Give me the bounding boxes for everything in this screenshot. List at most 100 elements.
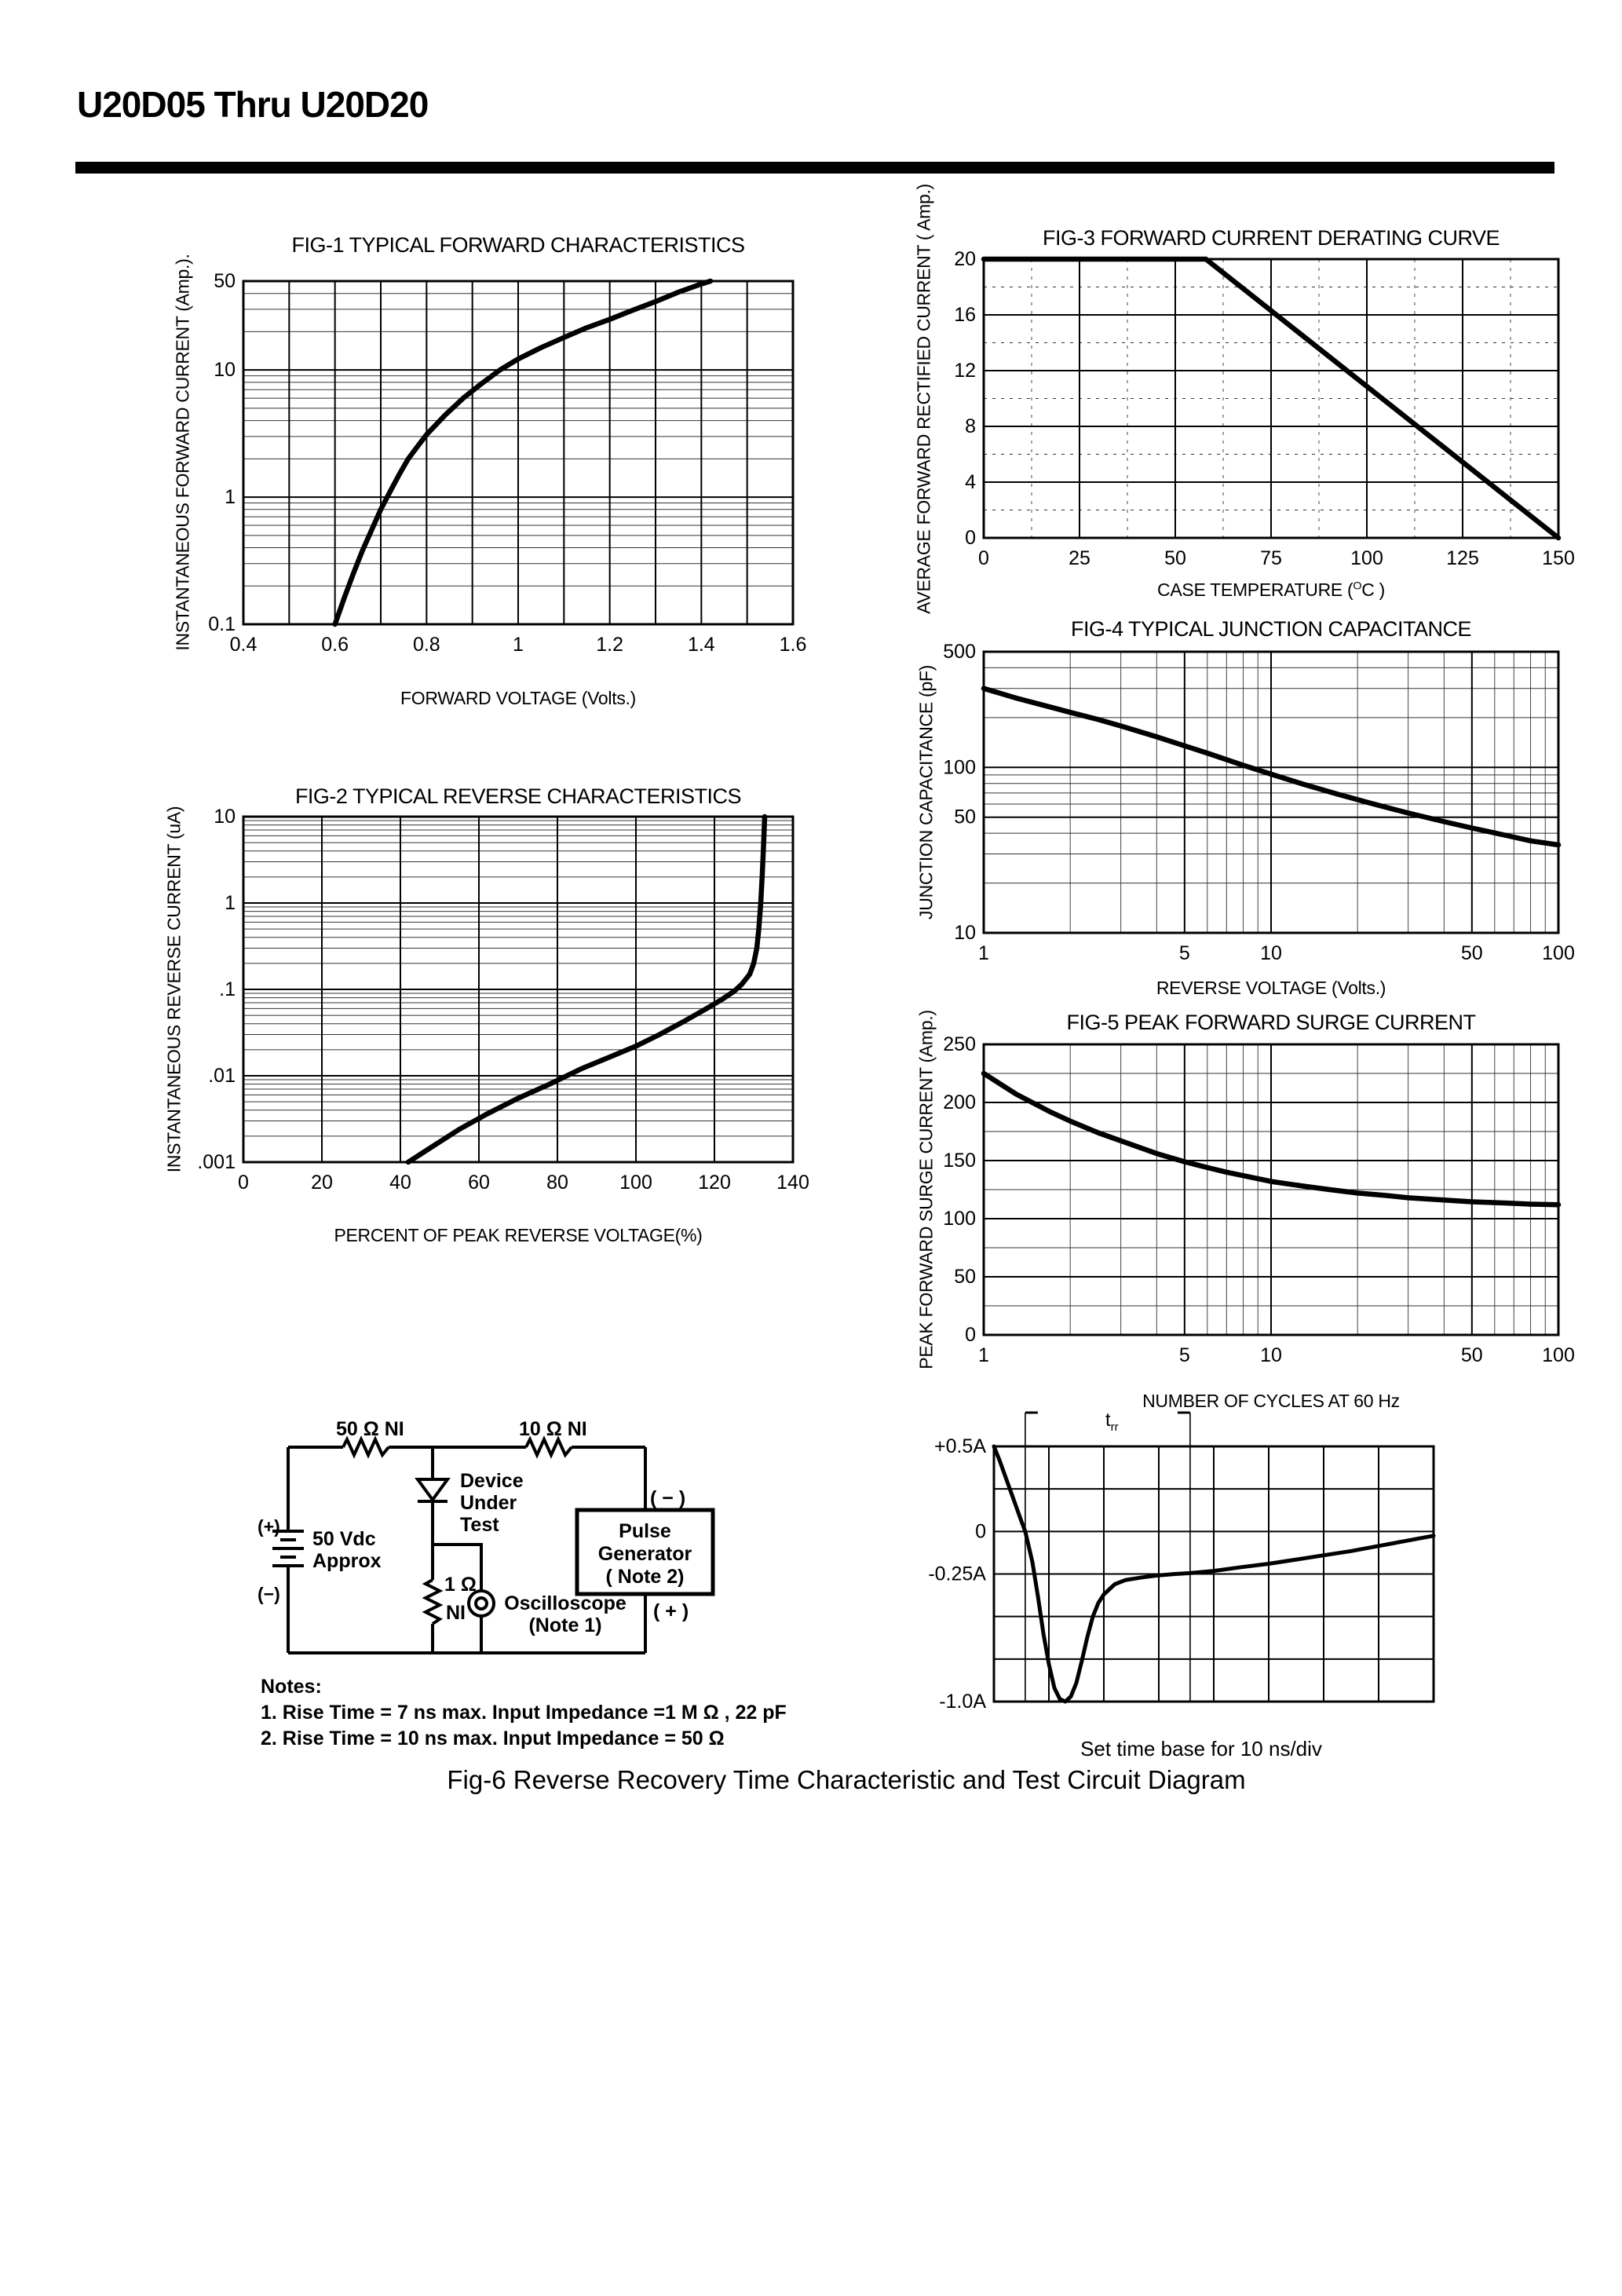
fig2-y-axis-label: INSTANTANEOUS REVERSE CURRENT (uA) bbox=[163, 806, 184, 1173]
svg-text:100: 100 bbox=[943, 1208, 976, 1230]
grid-lines bbox=[983, 1044, 1559, 1336]
svg-text:80: 80 bbox=[546, 1172, 568, 1194]
svg-text:50: 50 bbox=[1164, 547, 1186, 569]
page-title: U20D05 Thru U20D20 bbox=[77, 84, 429, 125]
trr-symbol: t bbox=[1105, 1409, 1111, 1431]
fig4-x-axis-label: REVERSE VOLTAGE (Volts.) bbox=[1156, 978, 1386, 998]
fig1-curve bbox=[332, 278, 714, 627]
resistor-10ohm bbox=[524, 1435, 573, 1459]
svg-text:40: 40 bbox=[389, 1172, 411, 1194]
fig6-caption: Fig-6 Reverse Recovery Time Characterist… bbox=[447, 1765, 1246, 1794]
plot-border bbox=[982, 258, 1560, 539]
svg-text:10: 10 bbox=[214, 806, 236, 828]
svg-text:50: 50 bbox=[1461, 1344, 1483, 1366]
fig4-curve bbox=[981, 686, 1562, 848]
grid-lines bbox=[994, 1446, 1434, 1702]
test-circuit-diagram bbox=[272, 1435, 715, 1654]
svg-text:0.6: 0.6 bbox=[321, 634, 349, 656]
svg-text:.001: .001 bbox=[197, 1151, 236, 1173]
svg-text:8: 8 bbox=[965, 415, 976, 437]
plot-border bbox=[242, 280, 795, 626]
svg-text:1: 1 bbox=[978, 942, 989, 964]
svg-text:1.2: 1.2 bbox=[596, 634, 623, 656]
svg-text:25: 25 bbox=[1069, 547, 1090, 569]
grid-lines bbox=[983, 258, 1559, 539]
oscilloscope-label: Oscilloscope (Note 1) bbox=[504, 1592, 627, 1636]
fig5-title: FIG-5 PEAK FORWARD SURGE CURRENT bbox=[1066, 1011, 1476, 1034]
tick-labels: 0 25 50 75 100 125 150 0 4 8 12 16 20 bbox=[954, 248, 1575, 569]
svg-text:0: 0 bbox=[965, 527, 976, 549]
svg-text:150: 150 bbox=[943, 1150, 976, 1172]
trr-subscript: rr bbox=[1110, 1420, 1119, 1434]
svg-text:50: 50 bbox=[214, 270, 236, 292]
tick-labels: 1 5 10 50 100 500 100 50 10 bbox=[943, 641, 1575, 964]
svg-text:4: 4 bbox=[965, 471, 976, 493]
svg-text:100: 100 bbox=[1542, 1344, 1575, 1366]
diode-symbol bbox=[415, 1478, 451, 1503]
fig5-y-axis-label: PEAK FORWARD SURGE CURRENT (Amp.) bbox=[915, 1010, 937, 1369]
svg-text:12: 12 bbox=[954, 360, 976, 382]
grid-lines bbox=[243, 280, 794, 625]
fig5-x-axis-label: NUMBER OF CYCLES AT 60 Hz bbox=[1142, 1391, 1400, 1411]
fig1-y-axis-label: INSTANTANEOUS FORWARD CURRENT (Amp.). bbox=[172, 254, 193, 651]
notes-block: Notes: 1. Rise Time = 7 ns max. Input Im… bbox=[261, 1674, 787, 1752]
fig6-waveform-chart: +0.5A 0 -0.25A -1.0A bbox=[928, 1411, 1436, 1713]
resistor-1ohm-label: 1 Ω bbox=[444, 1574, 477, 1596]
svg-text:-0.25A: -0.25A bbox=[928, 1563, 986, 1585]
svg-text:1: 1 bbox=[225, 486, 236, 508]
svg-text:10: 10 bbox=[1260, 942, 1282, 964]
svg-text:+0.5A: +0.5A bbox=[934, 1435, 986, 1457]
svg-text:200: 200 bbox=[943, 1091, 976, 1113]
svg-text:.01: .01 bbox=[208, 1065, 236, 1087]
device-under-test-label: Device Under Test bbox=[460, 1470, 524, 1536]
resistor-50ohm bbox=[342, 1435, 390, 1459]
notes-heading: Notes: bbox=[261, 1676, 322, 1698]
svg-text:0.1: 0.1 bbox=[208, 613, 236, 635]
svg-text:1.6: 1.6 bbox=[780, 634, 807, 656]
fig1-x-axis-label: FORWARD VOLTAGE (Volts.) bbox=[400, 688, 636, 708]
svg-text:1: 1 bbox=[513, 634, 524, 656]
pulse-generator-label: Pulse Generator ( Note 2) bbox=[597, 1520, 692, 1588]
svg-text:120: 120 bbox=[698, 1172, 731, 1194]
battery-plus-label: (+) bbox=[258, 1516, 280, 1537]
generator-plus-label: ( + ) bbox=[653, 1600, 689, 1622]
fig3-y-axis-label: AVERAGE FORWARD RECTIFIED CURRENT ( Amp.… bbox=[913, 184, 934, 614]
oscilloscope-probe-inner-icon bbox=[474, 1596, 488, 1610]
svg-text:0: 0 bbox=[965, 1324, 976, 1346]
fig5-curve bbox=[981, 1070, 1562, 1208]
svg-text:10: 10 bbox=[214, 359, 236, 381]
fig1-title: FIG-1 TYPICAL FORWARD CHARACTERISTICS bbox=[291, 233, 745, 257]
fig3-x-axis-label-text: CASE TEMPERATURE ( bbox=[1157, 579, 1353, 600]
fig4-y-axis-label: JUNCTION CAPACITANCE (pF) bbox=[915, 665, 937, 919]
resistor-10ohm-label: 10 Ω NI bbox=[519, 1418, 587, 1440]
battery-symbol bbox=[272, 1530, 304, 1567]
fig1-chart: 0.4 0.6 0.8 1 1.2 1.4 1.6 50 10 1 0.1 bbox=[208, 270, 807, 656]
svg-text:125: 125 bbox=[1446, 547, 1479, 569]
resistor-50ohm-label: 50 Ω NI bbox=[336, 1418, 404, 1440]
fig6-timebase-note: Set time base for 10 ns/div bbox=[1080, 1737, 1322, 1760]
svg-text:50: 50 bbox=[954, 1266, 976, 1288]
svg-text:140: 140 bbox=[776, 1172, 809, 1194]
tick-labels: 1 5 10 50 100 0 50 100 150 200 250 bbox=[943, 1033, 1575, 1366]
svg-text:150: 150 bbox=[1542, 547, 1575, 569]
fig3-chart: 0 25 50 75 100 125 150 0 4 8 12 16 20 bbox=[954, 248, 1575, 569]
svg-text:0: 0 bbox=[978, 547, 989, 569]
fig3-degree-sup: O bbox=[1353, 579, 1362, 593]
generator-minus-label: ( − ) bbox=[650, 1487, 686, 1509]
fig2-title: FIG-2 TYPICAL REVERSE CHARACTERISTICS bbox=[294, 784, 742, 808]
tick-labels: 0 20 40 60 80 100 120 140 10 1 .1 .01 .001 bbox=[197, 806, 809, 1194]
fig3-curve bbox=[981, 256, 1562, 541]
svg-text:100: 100 bbox=[1350, 547, 1383, 569]
grid-lines bbox=[983, 651, 1559, 934]
trr-annotation: trr bbox=[1105, 1409, 1119, 1434]
trr-markers bbox=[1025, 1411, 1191, 1702]
svg-text:0: 0 bbox=[975, 1520, 986, 1542]
svg-text:-1.0A: -1.0A bbox=[939, 1691, 986, 1713]
battery-value-label: 50 Vdc Approx bbox=[312, 1528, 382, 1572]
svg-text:100: 100 bbox=[1542, 942, 1575, 964]
plot-border bbox=[982, 1043, 1560, 1336]
notes-line-2: 2. Rise Time = 10 ns max. Input Impedanc… bbox=[261, 1727, 725, 1749]
svg-text:75: 75 bbox=[1260, 547, 1282, 569]
fig3-title: FIG-3 FORWARD CURRENT DERATING CURVE bbox=[1042, 226, 1500, 250]
fig4-chart: 1 5 10 50 100 500 100 50 10 bbox=[943, 641, 1575, 964]
